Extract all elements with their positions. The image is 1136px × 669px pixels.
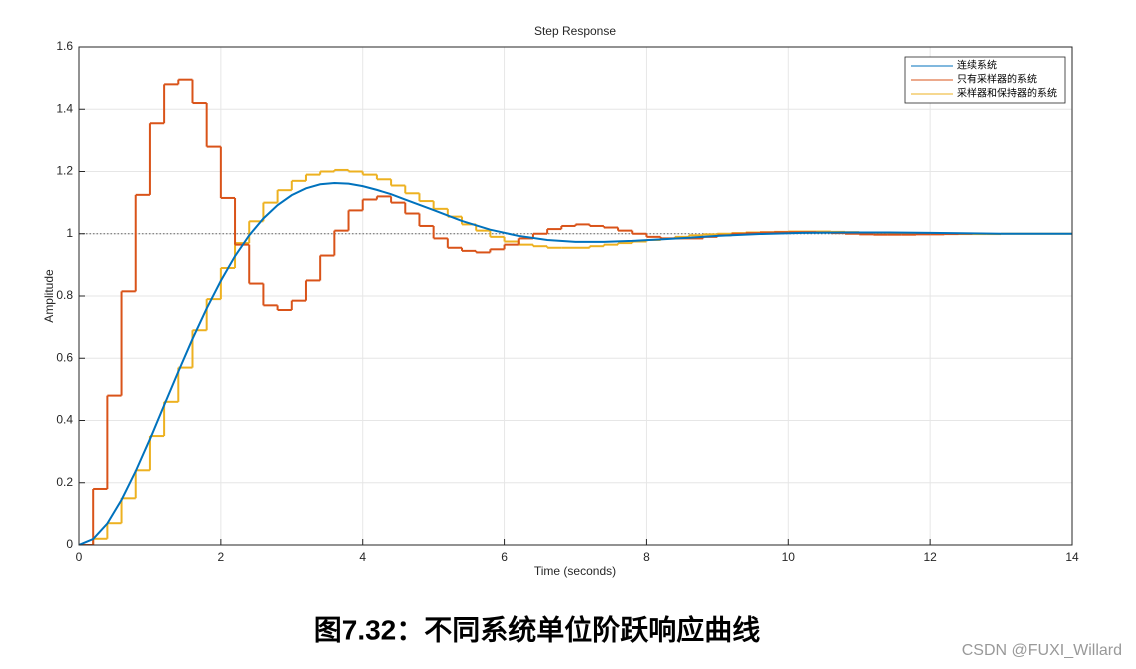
- legend-label: 只有采样器的系统: [957, 73, 1037, 86]
- x-tick-label: 2: [218, 550, 225, 564]
- y-tick-label: 0.8: [56, 288, 73, 302]
- y-tick-label: 1.6: [56, 39, 73, 53]
- watermark: CSDN @FUXI_Willard: [962, 642, 1122, 659]
- series-group: [79, 78, 1072, 545]
- y-tick-label: 0.2: [56, 475, 73, 489]
- series-line: [79, 182, 1072, 545]
- figure-caption: 图7.32：不同系统单位阶跃响应曲线: [314, 613, 761, 645]
- x-tick-label: 10: [782, 550, 796, 564]
- chart-title: Step Response: [534, 24, 616, 38]
- axes-box: [78, 46, 1073, 546]
- x-axis-label: Time (seconds): [534, 564, 616, 578]
- y-tick-label: 0.4: [56, 413, 73, 427]
- y-tick-label: 1.4: [56, 101, 73, 115]
- x-tick-label: 12: [923, 550, 937, 564]
- x-tick-label: 14: [1065, 550, 1079, 564]
- y-tick-label: 1.2: [56, 164, 73, 178]
- x-tick-label: 0: [76, 550, 83, 564]
- y-tick-label: 1: [66, 226, 73, 240]
- y-tick-label: 0.6: [56, 350, 73, 364]
- x-tick-label: 4: [359, 550, 366, 564]
- legend-label: 连续系统: [957, 59, 997, 72]
- y-axis-label: Amplitude: [42, 269, 56, 323]
- legend-label: 采样器和保持器的系统: [957, 87, 1057, 100]
- x-tick-label: 6: [501, 550, 508, 564]
- x-tick-label: 8: [643, 550, 650, 564]
- y-tick-label: 0: [66, 537, 73, 551]
